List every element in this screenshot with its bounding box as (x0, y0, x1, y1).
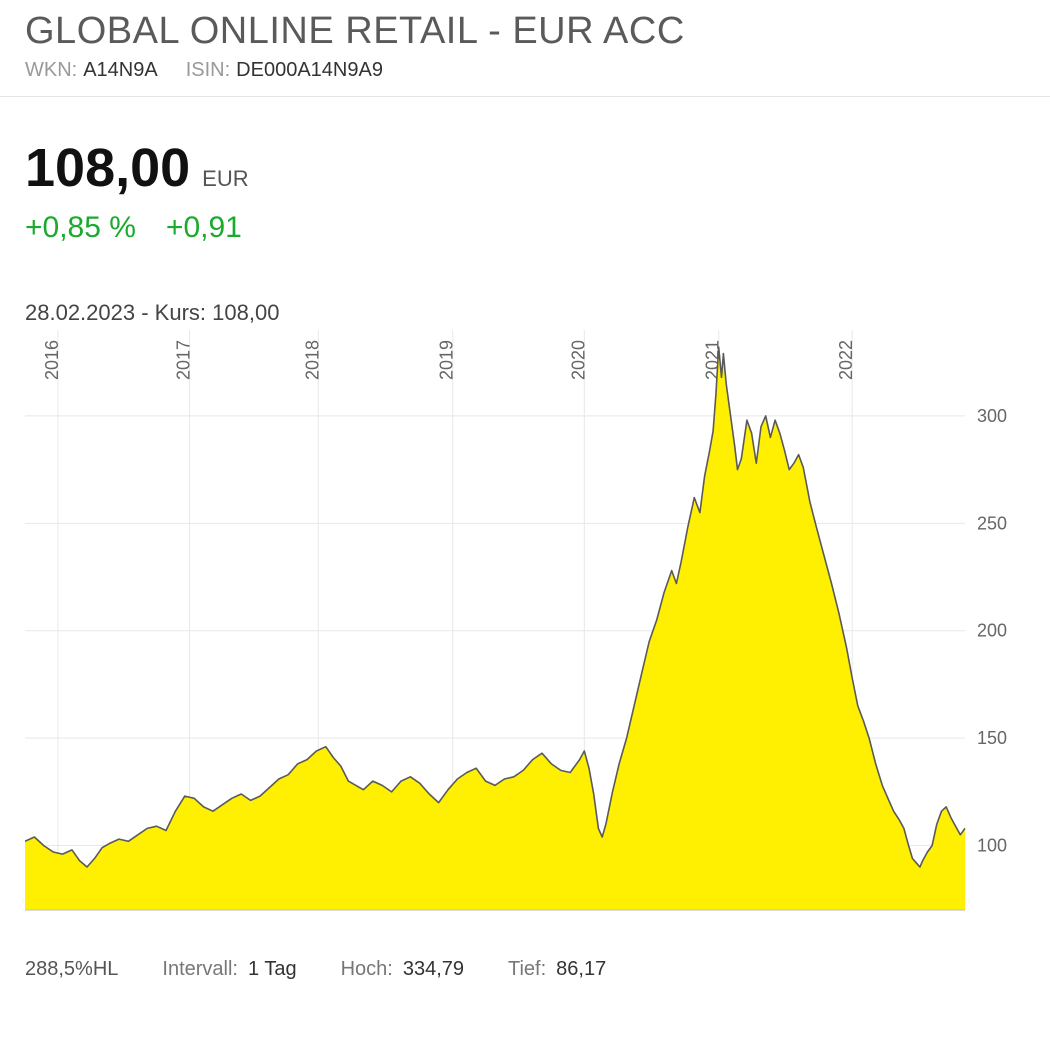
svg-text:2016: 2016 (42, 340, 62, 380)
price-block: 108,00 EUR +0,85 % +0,91 (0, 97, 1050, 255)
isin-value: DE000A14N9A9 (236, 59, 383, 81)
header: GLOBAL ONLINE RETAIL - EUR ACC WKN: A14N9… (0, 0, 1050, 97)
cursor-date: 28.02.2023 (25, 300, 135, 325)
tief-label: Tief: (508, 958, 546, 980)
svg-text:150: 150 (977, 728, 1007, 748)
fund-title: GLOBAL ONLINE RETAIL - EUR ACC (25, 10, 1025, 53)
chart-footer: 288,5%HL Intervall: 1 Tag Hoch: 334,79 Tie… (0, 950, 1050, 981)
price-chart[interactable]: 1001502002503002016201720182019202020212… (25, 330, 1025, 950)
intervall-block: Intervall: 1 Tag (162, 958, 296, 981)
change-line: +0,85 % +0,91 (25, 211, 1025, 245)
intervall-value: 1 Tag (248, 958, 297, 980)
change-absolute: +0,91 (166, 211, 242, 245)
svg-text:2020: 2020 (568, 340, 588, 380)
wkn-block: WKN: A14N9A (25, 59, 158, 82)
hoch-value: 334,79 (403, 958, 464, 980)
cursor-info: 28.02.2023 - Kurs: 108,00 (0, 255, 1050, 330)
hoch-block: Hoch: 334,79 (341, 958, 464, 981)
hoch-label: Hoch: (341, 958, 393, 980)
svg-text:2017: 2017 (174, 340, 194, 380)
intervall-label: Intervall: (162, 958, 238, 980)
price-value: 108,00 (25, 137, 190, 199)
wkn-label: WKN: (25, 59, 77, 81)
cursor-kurs-value: 108,00 (212, 300, 279, 325)
svg-text:200: 200 (977, 621, 1007, 641)
chart-container: 1001502002503002016201720182019202020212… (0, 330, 1050, 950)
wkn-value: A14N9A (83, 59, 158, 81)
svg-text:2019: 2019 (437, 340, 457, 380)
svg-text:100: 100 (977, 836, 1007, 856)
isin-label: ISIN: (186, 59, 230, 81)
hl-value: 288,5%HL (25, 958, 118, 981)
cursor-kurs-label: - Kurs: (141, 300, 206, 325)
svg-text:250: 250 (977, 513, 1007, 533)
svg-text:2022: 2022 (836, 340, 856, 380)
price-line: 108,00 EUR (25, 137, 1025, 199)
isin-block: ISIN: DE000A14N9A9 (186, 59, 383, 82)
price-currency: EUR (202, 166, 248, 192)
change-percent: +0,85 % (25, 211, 136, 245)
tief-block: Tief: 86,17 (508, 958, 606, 981)
identifiers: WKN: A14N9A ISIN: DE000A14N9A9 (25, 59, 1025, 82)
svg-text:300: 300 (977, 406, 1007, 426)
tief-value: 86,17 (556, 958, 606, 980)
svg-text:2018: 2018 (302, 340, 322, 380)
